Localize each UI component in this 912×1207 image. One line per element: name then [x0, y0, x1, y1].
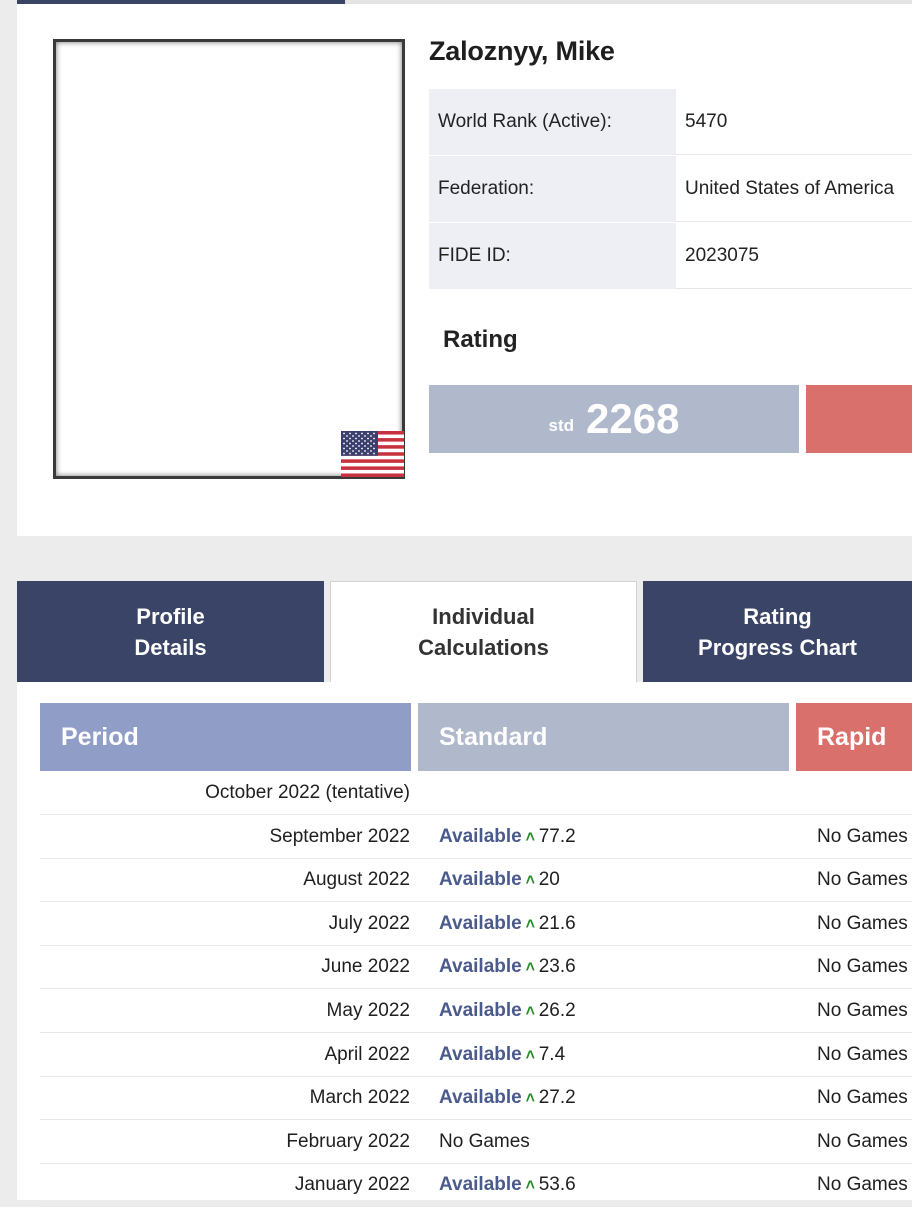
rapid-cell: No Games: [817, 912, 908, 934]
player-photo: [53, 39, 405, 479]
rapid-cell: No Games: [817, 825, 908, 847]
period-cell: July 2022: [328, 912, 410, 934]
usa-flag-icon: [341, 431, 404, 477]
federation-value: United States of America: [676, 156, 912, 222]
world-rank-label: World Rank (Active):: [429, 89, 676, 155]
table-row: January 2022 Available ˄ 53.6 No Games: [40, 1163, 912, 1207]
table-row: August 2022 Available ˄ 20 No Games: [40, 858, 912, 903]
info-row-federation: Federation: United States of America: [429, 156, 912, 223]
standard-cell: Available ˄ 20: [439, 858, 560, 902]
available-link[interactable]: Available: [439, 956, 522, 978]
world-rank-value: 5470: [676, 89, 912, 155]
standard-change-value: 26.2: [538, 1000, 576, 1021]
standard-cell: Available ˄ 23.6: [439, 945, 576, 989]
standard-change-value: 23.6: [538, 956, 576, 978]
standard-status: No Games: [439, 1130, 530, 1152]
standard-cell: No Games: [439, 1120, 530, 1163]
tab-individual-calculations[interactable]: Individual Calculations: [330, 581, 637, 682]
rating-heading: Rating: [443, 326, 518, 353]
standard-rating-box: std 2268: [429, 385, 799, 453]
rapid-cell: No Games: [817, 956, 908, 978]
table-row: March 2022 Available ˄ 27.2 No Games: [40, 1076, 912, 1121]
rapid-cell: No Games: [817, 1130, 908, 1152]
info-row-world-rank: World Rank (Active): 5470: [429, 89, 912, 156]
arrow-up-icon: ˄: [525, 828, 535, 846]
info-row-fide-id: FIDE ID: 2023075: [429, 223, 912, 290]
arrow-up-icon: ˄: [525, 915, 535, 933]
header-rapid: Rapid: [796, 703, 912, 771]
arrow-up-icon: ˄: [525, 1003, 535, 1020]
standard-cell: Available ˄ 26.2: [439, 989, 576, 1033]
table-row: May 2022 Available ˄ 26.2 No Games: [40, 989, 912, 1033]
period-cell: October 2022 (tentative): [205, 782, 410, 803]
standard-change-value: 53.6: [538, 1174, 576, 1196]
available-link[interactable]: Available: [439, 1174, 522, 1196]
rapid-cell: No Games: [817, 869, 908, 891]
available-link[interactable]: Available: [439, 1043, 522, 1065]
period-cell: March 2022: [309, 1087, 410, 1109]
header-period: Period: [40, 703, 411, 771]
table-row: June 2022 Available ˄ 23.6 No Games: [40, 945, 912, 990]
rapid-rating-box: [806, 385, 912, 453]
tab-profile-details-line1: Profile: [136, 603, 205, 629]
federation-label: Federation:: [429, 156, 676, 222]
period-cell: May 2022: [326, 1000, 410, 1021]
tab-profile-details[interactable]: Profile Details: [17, 581, 324, 682]
rapid-cell: No Games: [817, 1043, 908, 1065]
tab-rating-progress-chart[interactable]: Rating Progress Chart: [643, 581, 912, 682]
table-row: July 2022 Available ˄ 21.6 No Games: [40, 902, 912, 946]
arrow-up-icon: ˄: [525, 1046, 535, 1064]
tab-rating-progress-chart-line2: Progress Chart: [698, 634, 857, 660]
arrow-up-icon: ˄: [525, 959, 535, 977]
profile-tabs: Profile Details Individual Calculations Ra…: [17, 581, 912, 682]
tab-profile-details-line2: Details: [134, 634, 207, 660]
available-link[interactable]: Available: [439, 1087, 522, 1109]
period-cell: February 2022: [286, 1130, 410, 1152]
standard-change-value: 7.4: [538, 1043, 566, 1065]
player-info-table: World Rank (Active): 5470 Federation: Un…: [429, 89, 912, 290]
top-tab-track: [345, 0, 912, 4]
tab-individual-calculations-line2: Calculations: [418, 635, 549, 660]
table-row: February 2022 No Games No Games: [40, 1120, 912, 1164]
available-link[interactable]: Available: [439, 912, 522, 934]
period-cell: August 2022: [303, 869, 410, 891]
standard-change-value: 27.2: [538, 1087, 576, 1109]
standard-change-value: 77.2: [538, 825, 576, 847]
top-tab-indicator: [17, 0, 345, 4]
rapid-cell: No Games: [817, 1087, 908, 1109]
standard-cell: Available ˄ 53.6: [439, 1163, 576, 1207]
standard-cell: Available ˄ 7.4: [439, 1033, 565, 1077]
table-row: September 2022 Available ˄ 77.2 No Games: [40, 815, 912, 859]
period-cell: April 2022: [324, 1043, 410, 1065]
available-link[interactable]: Available: [439, 1000, 522, 1021]
available-link[interactable]: Available: [439, 869, 522, 891]
table-row: October 2022 (tentative): [40, 771, 912, 815]
table-row: April 2022 Available ˄ 7.4 No Games: [40, 1033, 912, 1077]
tab-individual-calculations-line1: Individual: [432, 604, 535, 629]
standard-cell: Available ˄ 21.6: [439, 902, 576, 946]
period-cell: January 2022: [294, 1174, 410, 1196]
period-cell: September 2022: [269, 825, 411, 847]
arrow-up-icon: ˄: [525, 1090, 535, 1108]
standard-change-value: 21.6: [538, 912, 576, 934]
tab-rating-progress-chart-line1: Rating: [743, 603, 812, 629]
arrow-up-icon: ˄: [525, 872, 535, 890]
period-cell: June 2022: [321, 956, 410, 978]
standard-rating-value: 2268: [586, 395, 680, 442]
standard-cell: Available ˄ 77.2: [439, 815, 576, 859]
standard-rating-label: std: [548, 416, 575, 435]
arrow-up-icon: ˄: [525, 1177, 535, 1195]
rapid-cell: No Games: [817, 1000, 908, 1021]
rapid-cell: No Games: [817, 1174, 908, 1196]
header-standard: Standard: [418, 703, 789, 771]
fide-id-label: FIDE ID:: [429, 223, 676, 289]
available-link[interactable]: Available: [439, 825, 522, 847]
standard-change-value: 20: [538, 869, 560, 891]
player-name: Zaloznyy, Mike: [429, 36, 615, 66]
fide-id-value: 2023075: [676, 223, 912, 289]
standard-cell: Available ˄ 27.2: [439, 1076, 576, 1120]
